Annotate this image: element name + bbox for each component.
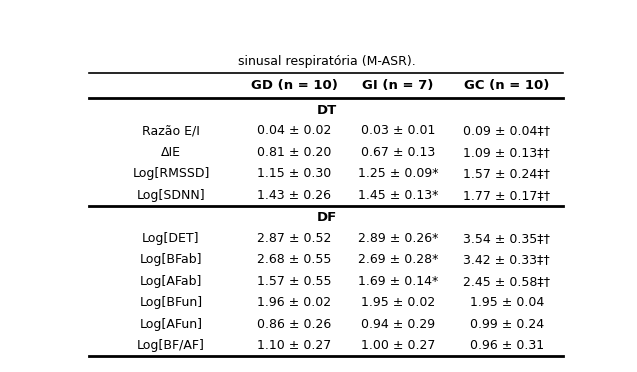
Text: GC (n = 10): GC (n = 10) [464,79,549,92]
Text: 0.03 ± 0.01: 0.03 ± 0.01 [361,124,435,137]
Text: Log[BFun]: Log[BFun] [140,296,203,309]
Text: Log[SDNN]: Log[SDNN] [137,189,205,202]
Text: 0.96 ± 0.31: 0.96 ± 0.31 [469,339,544,352]
Text: 2.69 ± 0.28*: 2.69 ± 0.28* [358,253,438,266]
Text: 1.95 ± 0.02: 1.95 ± 0.02 [361,296,435,309]
Text: 1.43 ± 0.26: 1.43 ± 0.26 [257,189,331,202]
Text: 0.99 ± 0.24: 0.99 ± 0.24 [469,318,544,331]
Text: 1.09 ± 0.13‡†: 1.09 ± 0.13‡† [463,146,550,159]
Text: 0.81 ± 0.20: 0.81 ± 0.20 [257,146,332,159]
Text: 1.95 ± 0.04: 1.95 ± 0.04 [469,296,544,309]
Text: 1.69 ± 0.14*: 1.69 ± 0.14* [358,275,438,288]
Text: Log[AFun]: Log[AFun] [140,318,203,331]
Text: 2.68 ± 0.55: 2.68 ± 0.55 [257,253,332,266]
Text: 1.57 ± 0.24‡†: 1.57 ± 0.24‡† [463,167,550,180]
Text: Razão E/I: Razão E/I [142,124,200,137]
Text: 2.45 ± 0.58‡†: 2.45 ± 0.58‡† [463,275,550,288]
Text: Log[DET]: Log[DET] [142,232,200,245]
Text: ΔIE: ΔIE [161,146,181,159]
Text: 1.15 ± 0.30: 1.15 ± 0.30 [257,167,331,180]
Text: 1.57 ± 0.55: 1.57 ± 0.55 [257,275,332,288]
Text: 3.42 ± 0.33‡†: 3.42 ± 0.33‡† [463,253,550,266]
Text: 1.10 ± 0.27: 1.10 ± 0.27 [257,339,331,352]
Text: 0.04 ± 0.02: 0.04 ± 0.02 [257,124,332,137]
Text: Log[BF/AF]: Log[BF/AF] [137,339,205,352]
Text: 0.86 ± 0.26: 0.86 ± 0.26 [257,318,331,331]
Text: 2.89 ± 0.26*: 2.89 ± 0.26* [358,232,438,245]
Text: 1.96 ± 0.02: 1.96 ± 0.02 [257,296,331,309]
Text: 0.09 ± 0.04‡†: 0.09 ± 0.04‡† [463,124,550,137]
Text: 3.54 ± 0.35‡†: 3.54 ± 0.35‡† [463,232,550,245]
Text: sinusal respiratória (M-ASR).: sinusal respiratória (M-ASR). [238,55,415,68]
Text: 0.94 ± 0.29: 0.94 ± 0.29 [361,318,435,331]
Text: 0.67 ± 0.13: 0.67 ± 0.13 [361,146,435,159]
Text: 1.77 ± 0.17‡†: 1.77 ± 0.17‡† [463,189,550,202]
Text: 1.25 ± 0.09*: 1.25 ± 0.09* [358,167,438,180]
Text: Log[AFab]: Log[AFab] [140,275,202,288]
Text: DF: DF [317,211,336,224]
Text: DT: DT [317,104,336,117]
Text: 1.45 ± 0.13*: 1.45 ± 0.13* [358,189,438,202]
Text: GD (n = 10): GD (n = 10) [251,79,338,92]
Text: Log[RMSSD]: Log[RMSSD] [132,167,210,180]
Text: Log[BFab]: Log[BFab] [140,253,202,266]
Text: GI (n = 7): GI (n = 7) [362,79,434,92]
Text: 2.87 ± 0.52: 2.87 ± 0.52 [257,232,332,245]
Text: 1.00 ± 0.27: 1.00 ± 0.27 [361,339,435,352]
